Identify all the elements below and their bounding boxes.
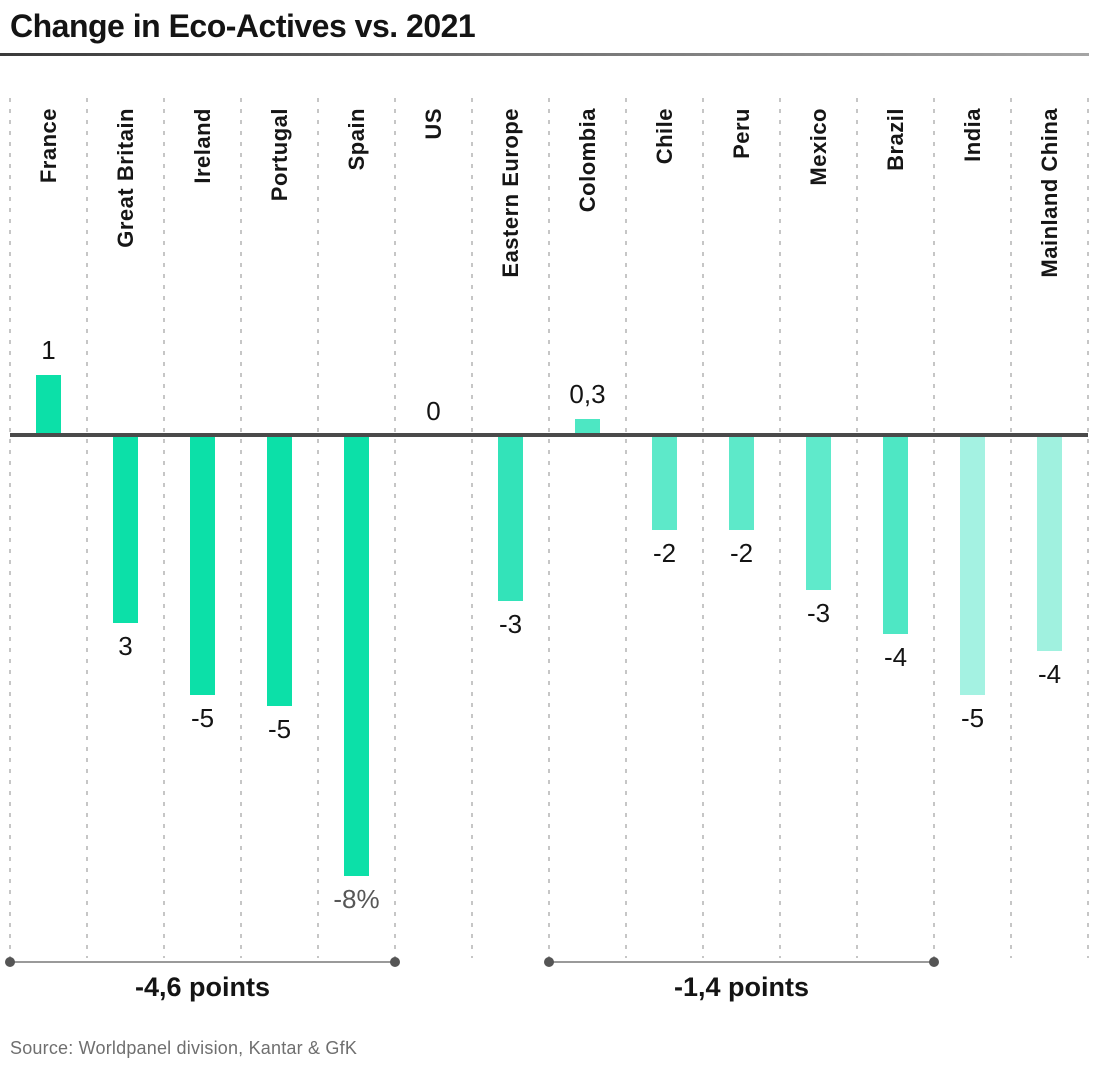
x-axis-label: Peru	[728, 108, 754, 159]
x-axis-label: Mexico	[805, 108, 831, 186]
value-label: -4	[883, 642, 908, 672]
bar	[498, 436, 523, 601]
bracket-dot	[5, 957, 15, 967]
value-label: -4	[1037, 659, 1062, 689]
value-label: -5	[960, 703, 985, 733]
bracket-label: -1,4 points	[673, 972, 809, 1002]
value-label: 0	[426, 396, 441, 426]
grid-line	[240, 98, 242, 958]
bracket-dot	[390, 957, 400, 967]
x-axis-label: Spain	[343, 108, 369, 171]
bracket-line	[10, 961, 395, 963]
x-axis-label: Great Britain	[112, 108, 138, 248]
value-label: -8%	[333, 884, 380, 914]
bar	[113, 436, 138, 623]
grid-line	[625, 98, 627, 958]
x-axis-label: Brazil	[882, 108, 908, 171]
x-axis-label: Portugal	[266, 108, 292, 202]
value-label: 0,3	[569, 379, 606, 409]
grid-line	[394, 98, 396, 958]
x-axis-label: Chile	[651, 108, 677, 165]
bar	[267, 436, 292, 706]
x-axis-label: India	[959, 108, 985, 162]
bar	[190, 436, 215, 695]
bar	[575, 419, 600, 436]
bar	[36, 375, 61, 436]
bar	[729, 436, 754, 530]
bar	[652, 436, 677, 530]
grid-line	[933, 98, 935, 958]
grid-line	[548, 98, 550, 958]
grid-line	[317, 98, 319, 958]
value-label: -2	[652, 538, 677, 568]
grid-line	[1010, 98, 1012, 958]
grid-line	[702, 98, 704, 958]
grid-line	[9, 98, 11, 958]
value-label: -5	[190, 703, 215, 733]
value-label: -3	[806, 598, 831, 628]
grid-line	[471, 98, 473, 958]
value-label: -3	[498, 609, 523, 639]
value-label: 1	[41, 335, 56, 365]
value-label: 3	[118, 631, 133, 661]
bracket-label: -4,6 points	[134, 972, 270, 1002]
bracket-line	[549, 961, 934, 963]
zero-axis-line	[10, 433, 1088, 437]
x-axis-label: Colombia	[574, 108, 600, 213]
bar	[1037, 436, 1062, 651]
value-label: -2	[729, 538, 754, 568]
bar	[960, 436, 985, 695]
bar	[344, 436, 369, 876]
grid-line	[86, 98, 88, 958]
bracket-dot	[929, 957, 939, 967]
grid-line	[856, 98, 858, 958]
value-label: -5	[267, 714, 292, 744]
bar	[883, 436, 908, 634]
grid-line	[163, 98, 165, 958]
chart-title: Change in Eco-Actives vs. 2021	[10, 8, 476, 44]
x-axis-label: France	[35, 108, 61, 184]
x-axis-label: Ireland	[189, 108, 215, 184]
grid-line	[779, 98, 781, 958]
source-text: Source: Worldpanel division, Kantar & Gf…	[10, 1038, 358, 1058]
x-axis-label: Mainland China	[1036, 108, 1062, 278]
title-underline	[0, 53, 1089, 56]
x-axis-label: US	[420, 108, 446, 140]
grid-line	[1087, 98, 1089, 958]
bar	[806, 436, 831, 590]
bracket-dot	[544, 957, 554, 967]
x-axis-label: Eastern Europe	[497, 108, 523, 278]
